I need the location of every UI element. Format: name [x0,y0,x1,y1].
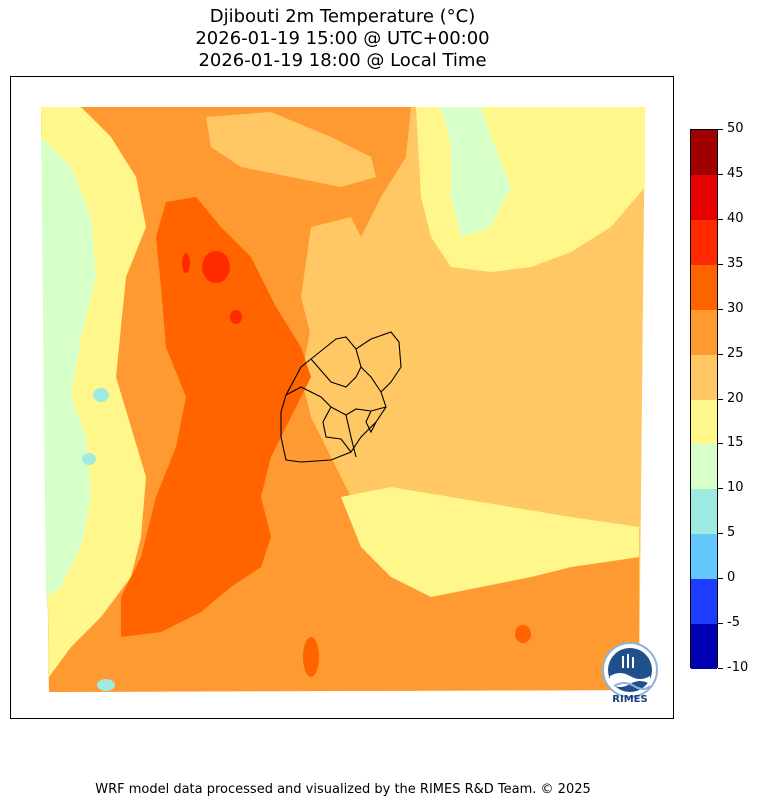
colorbar-segment [691,174,717,221]
colorbar-tick-label: 45 [727,165,744,181]
zone-10-15-west [41,137,96,597]
colorbar-tick-label: 0 [727,570,736,586]
colorbar-tick-label: 25 [727,345,744,361]
footer-credit: WRF model data processed and visualized … [95,782,591,797]
colorbar-segment [691,309,717,356]
colorbar-tick [718,173,723,175]
colorbar-segment [691,264,717,311]
colorbar-tick [718,218,723,220]
title-line-2: 2026-01-19 15:00 @ UTC+00:00 [195,28,490,49]
zone-5-10-a [93,388,109,402]
zone-30-35-spine [121,197,311,637]
colorbar-tick [718,488,723,490]
zone-35-40-a [202,251,230,283]
colorbar-segment [691,219,717,266]
colorbar-tick-label: 35 [727,255,744,271]
colorbar-tick-label: -5 [727,615,740,631]
colorbar-segment [691,354,717,400]
colorbar-tick-label: 15 [727,435,744,451]
colorbar-tick [718,443,723,445]
colorbar-tick-label: -10 [727,660,749,675]
colorbar-segment [691,534,717,580]
colorbar-segment [691,579,717,625]
colorbar-tick-label: 10 [727,480,744,496]
colorbar-tick [718,578,723,580]
colorbar-tick [718,533,723,535]
colorbar-tick-label: 20 [727,390,744,406]
colorbar-tick [718,398,723,400]
colorbar-segment [691,489,717,535]
zone-5-10-c [97,679,115,691]
djibouti-borders [280,331,402,463]
zone-35-40-c [230,310,242,324]
colorbar-segment [691,399,717,445]
rimes-logo [602,642,658,698]
colorbar-tick [718,353,723,355]
zone-20-25-central [301,217,371,347]
chart-title: Djibouti 2m Temperature (°C) 2026-01-19 … [10,6,675,72]
colorbar-tick-label: 40 [727,210,744,226]
colorbar-tick [718,308,723,310]
zone-5-10-b [82,453,96,465]
zone-30-35-south-a [303,637,319,677]
rimes-logo-text: RIMES [612,694,648,705]
zone-15-20-south [341,487,639,597]
colorbar-segment [691,624,717,670]
title-line-1: Djibouti 2m Temperature (°C) [209,6,476,27]
title-line-3: 2026-01-19 18:00 @ Local Time [198,50,487,71]
colorbar-tick-label: 30 [727,300,744,316]
colorbar-tick-label: 5 [727,525,736,541]
colorbar-tick [718,263,723,265]
colorbar-segment [691,130,717,176]
temperature-map [10,76,674,719]
zone-35-40-b [182,253,190,273]
colorbar [690,129,718,670]
colorbar-tick [718,623,723,625]
zone-20-25-north [206,112,376,187]
colorbar-segment [691,444,717,490]
colorbar-tick [718,129,723,130]
temperature-field [41,107,645,692]
colorbar-tick [718,668,723,669]
zone-30-35-south-b [515,625,531,643]
colorbar-tick-label: 50 [727,121,744,136]
zone-10-15-northeast [441,107,511,237]
